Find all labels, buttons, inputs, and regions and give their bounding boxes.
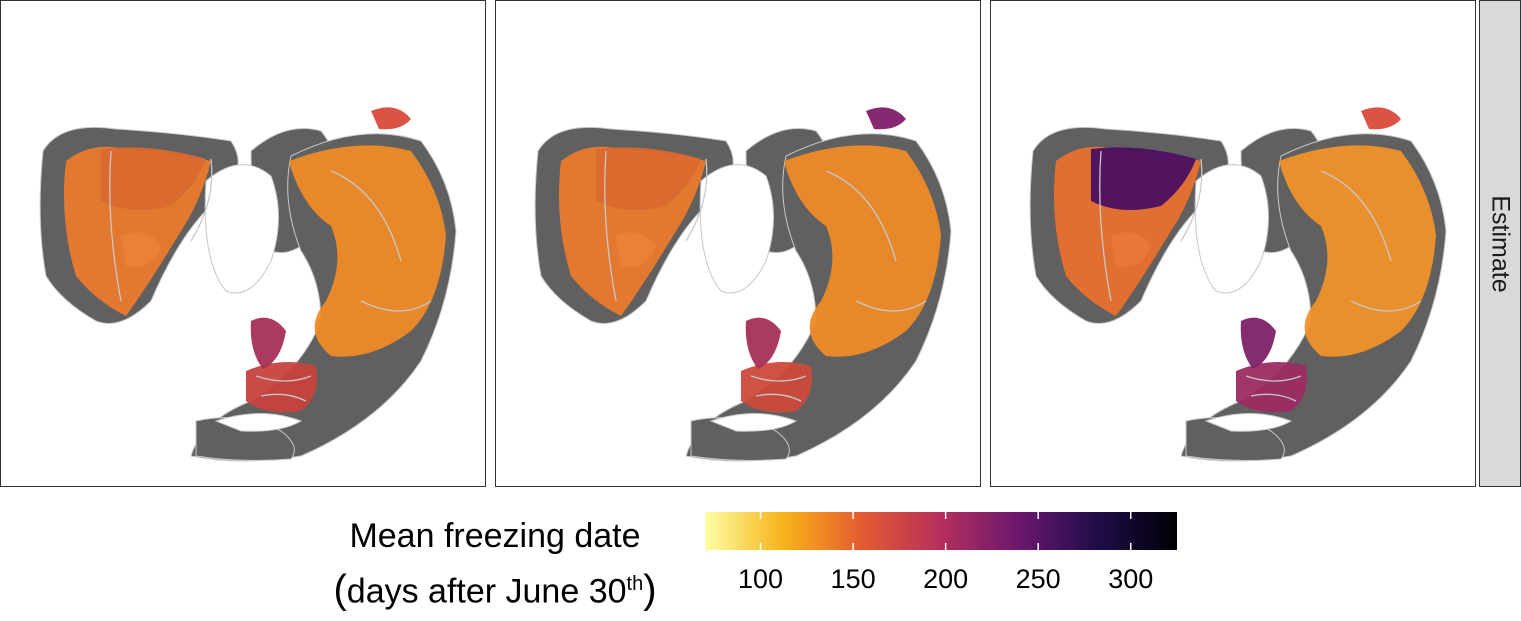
country-border [1245,375,1302,382]
colorbar-gradient [705,512,1177,550]
region-europe [246,362,317,413]
arctic-ocean [699,164,774,294]
colorbar [705,512,1177,550]
country-border [255,375,312,382]
region-europe [741,362,812,413]
mediterranean-sea [214,413,303,432]
legend-title-sup: th [626,573,644,595]
region-east-siberia [866,107,906,130]
colorbar-tick-label: 250 [1015,564,1061,594]
country-border [190,158,213,242]
mediterranean-sea [709,413,798,432]
country-border [330,170,402,262]
country-border [685,158,708,242]
colorbar-tick-label: 200 [923,564,969,594]
map-panel-1 [0,0,486,487]
map-panel-3 [1029,107,1447,462]
legend-title: Mean freezing date (days after June 30th… [300,512,690,615]
country-border [260,393,307,402]
arctic-ocean [1194,164,1269,294]
region-greenland-west [1091,147,1196,210]
region-asia [1279,145,1436,357]
country-border [1099,150,1112,302]
region-east-siberia [1361,107,1401,130]
country-border [750,375,807,382]
region-scandinavia [1240,317,1276,369]
region-greenland-west [101,147,206,210]
country-border [1350,300,1422,312]
country-border [1250,393,1297,402]
arctic-ocean [204,164,279,294]
legend-title-line1: Mean freezing date [349,517,641,555]
map-panel-2 [495,0,981,487]
region-asia [784,145,941,357]
country-border [604,150,617,302]
facet-strip: Estimate [1479,0,1521,487]
colorbar-tick-label: 150 [830,564,876,594]
country-border [1180,158,1203,242]
map-panel-1 [39,107,457,462]
region-asia [289,145,446,357]
country-border [825,170,897,262]
country-border [360,300,432,312]
mediterranean-sea [1204,413,1293,432]
region-greenland-west [596,147,701,210]
region-east-siberia [371,107,411,130]
region-scandinavia [250,317,286,369]
region-scandinavia [745,317,781,369]
colorbar-tick-label: 100 [737,564,784,594]
facet-strip-label: Estimate [1486,194,1515,293]
country-border [755,393,802,402]
legend-title-line2-text: days after June 30 [346,572,627,611]
country-border [1320,170,1392,262]
map-panel-3 [990,0,1476,487]
region-europe [1236,362,1307,413]
map-panel-2 [534,107,952,462]
country-border [109,150,122,302]
country-border [855,300,927,312]
legend-title-line2: (days after June 30th) [333,567,657,612]
colorbar-tick-label: 300 [1108,564,1154,594]
